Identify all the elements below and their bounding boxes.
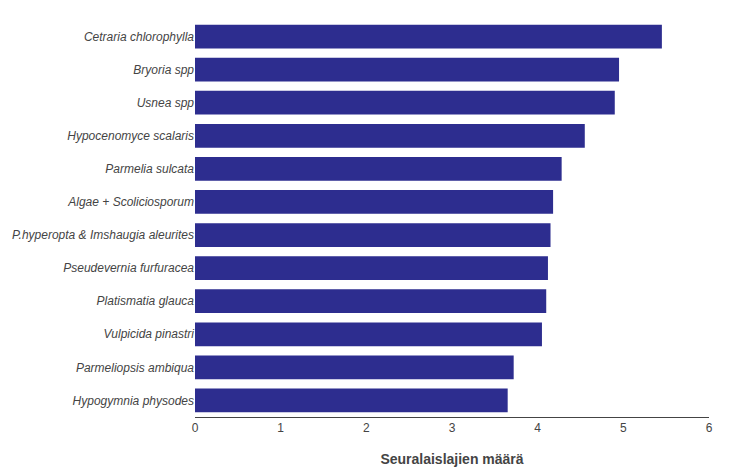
svg-text:Pseudevernia furfuracea: Pseudevernia furfuracea (63, 261, 194, 275)
svg-text:Bryoria spp: Bryoria spp (133, 63, 194, 77)
svg-text:Algae + Scoliciosporum: Algae + Scoliciosporum (67, 195, 194, 209)
svg-text:6: 6 (706, 421, 713, 435)
svg-text:4: 4 (534, 421, 541, 435)
svg-text:0: 0 (192, 421, 199, 435)
svg-text:Vulpicida pinastri: Vulpicida pinastri (104, 327, 195, 341)
svg-text:5: 5 (620, 421, 627, 435)
svg-text:Cetraria chlorophylla: Cetraria chlorophylla (84, 30, 194, 44)
svg-text:P.hyperopta & Imshaugia aleuri: P.hyperopta & Imshaugia aleurites (12, 228, 194, 242)
svg-text:3: 3 (449, 421, 456, 435)
svg-text:Parmeliopsis ambiqua: Parmeliopsis ambiqua (76, 361, 194, 375)
svg-text:Usnea spp: Usnea spp (137, 96, 195, 110)
svg-text:Hypocenomyce scalaris: Hypocenomyce scalaris (67, 129, 194, 143)
svg-text:Hypogymnia physodes: Hypogymnia physodes (73, 394, 194, 408)
svg-text:Platismatia glauca: Platismatia glauca (97, 294, 195, 308)
svg-text:Parmelia sulcata: Parmelia sulcata (105, 162, 194, 176)
svg-text:1: 1 (277, 421, 284, 435)
svg-text:Seuralaislajien määrä: Seuralaislajien määrä (380, 451, 523, 467)
svg-text:2: 2 (363, 421, 370, 435)
